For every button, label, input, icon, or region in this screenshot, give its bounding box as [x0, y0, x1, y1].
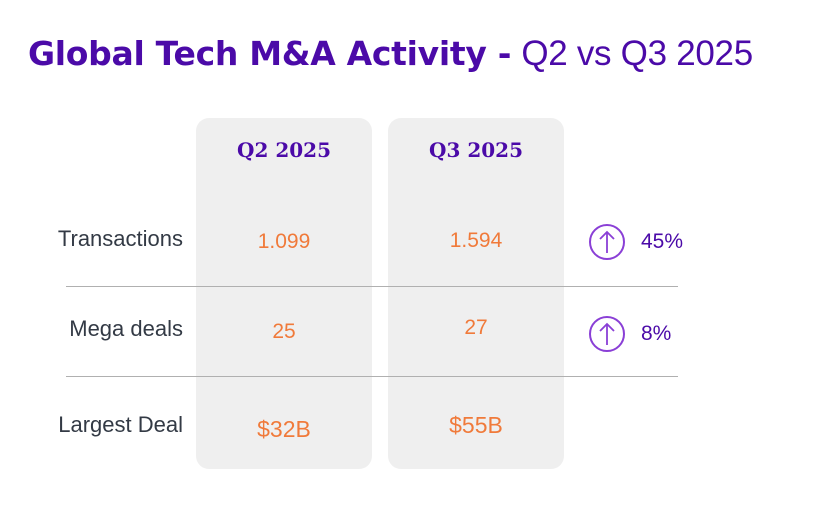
row-label-mega-deals: Mega deals [69, 316, 183, 341]
q3-column-card [388, 118, 564, 469]
row-label-transactions: Transactions [57, 226, 183, 251]
page-title: Global Tech M&A Activity - Q2 vs Q3 2025 [28, 34, 753, 74]
row-divider [66, 286, 678, 287]
column-header-q2: Q2 2025 [237, 138, 331, 162]
row-label-largest-deal: Largest Deal [58, 412, 183, 437]
title-main: Global Tech M&A Activity - [28, 34, 512, 73]
title-subtitle: Q2 vs Q3 2025 [521, 34, 753, 73]
value-q2-transactions: 1.099 [257, 230, 311, 253]
value-q2-mega-deals: 25 [272, 320, 296, 343]
change-transactions: 45% [588, 223, 683, 261]
value-q2-largest-deal: $32B [257, 416, 311, 442]
row-divider [66, 376, 678, 377]
change-value: 45% [641, 230, 684, 253]
change-value: 8% [641, 322, 672, 345]
value-q3-mega-deals: 27 [464, 316, 488, 339]
column-header-q3: Q3 2025 [429, 138, 523, 162]
q2-column-card [196, 118, 372, 469]
arrow-up-circle-icon [589, 316, 625, 352]
change-mega-deals: 8% [588, 315, 671, 353]
arrow-up-circle-icon [589, 224, 625, 260]
value-q3-transactions: 1.594 [449, 229, 503, 252]
value-q3-largest-deal: $55B [449, 412, 503, 438]
